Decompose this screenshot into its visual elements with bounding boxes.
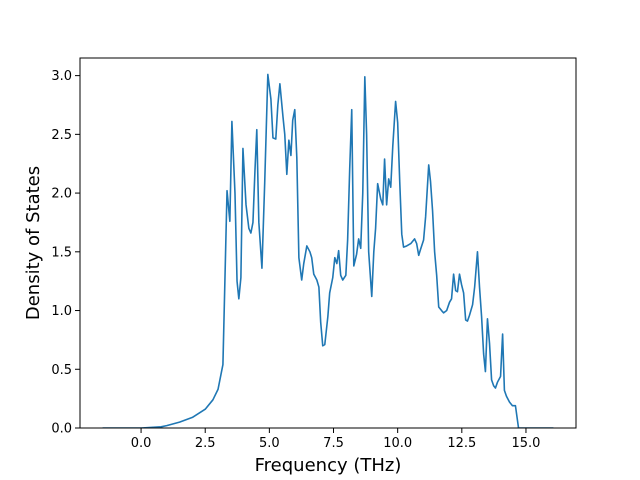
y-tick-label: 0.5 [51, 363, 72, 378]
y-tick-label: 1.0 [51, 304, 72, 319]
x-tick-label: 2.5 [195, 436, 216, 451]
plot-frame [79, 57, 577, 429]
y-axis-label: Density of States [23, 166, 44, 320]
x-tick-label: 7.5 [323, 436, 344, 451]
y-tick-label: 0.0 [51, 422, 72, 437]
y-tick-label: 3.0 [51, 69, 72, 84]
x-tick-label: 12.5 [447, 436, 476, 451]
y-tick-label: 2.0 [51, 187, 72, 202]
x-axis-label: Frequency (THz) [255, 455, 402, 476]
y-tick-label: 1.5 [51, 245, 72, 260]
x-tick-label: 0.0 [131, 436, 152, 451]
x-tick-label: 10.0 [383, 436, 412, 451]
y-tick-label: 2.5 [51, 128, 72, 143]
line-series [102, 73, 554, 428]
x-tick-label: 5.0 [259, 436, 280, 451]
x-tick-label: 15.0 [511, 436, 540, 451]
